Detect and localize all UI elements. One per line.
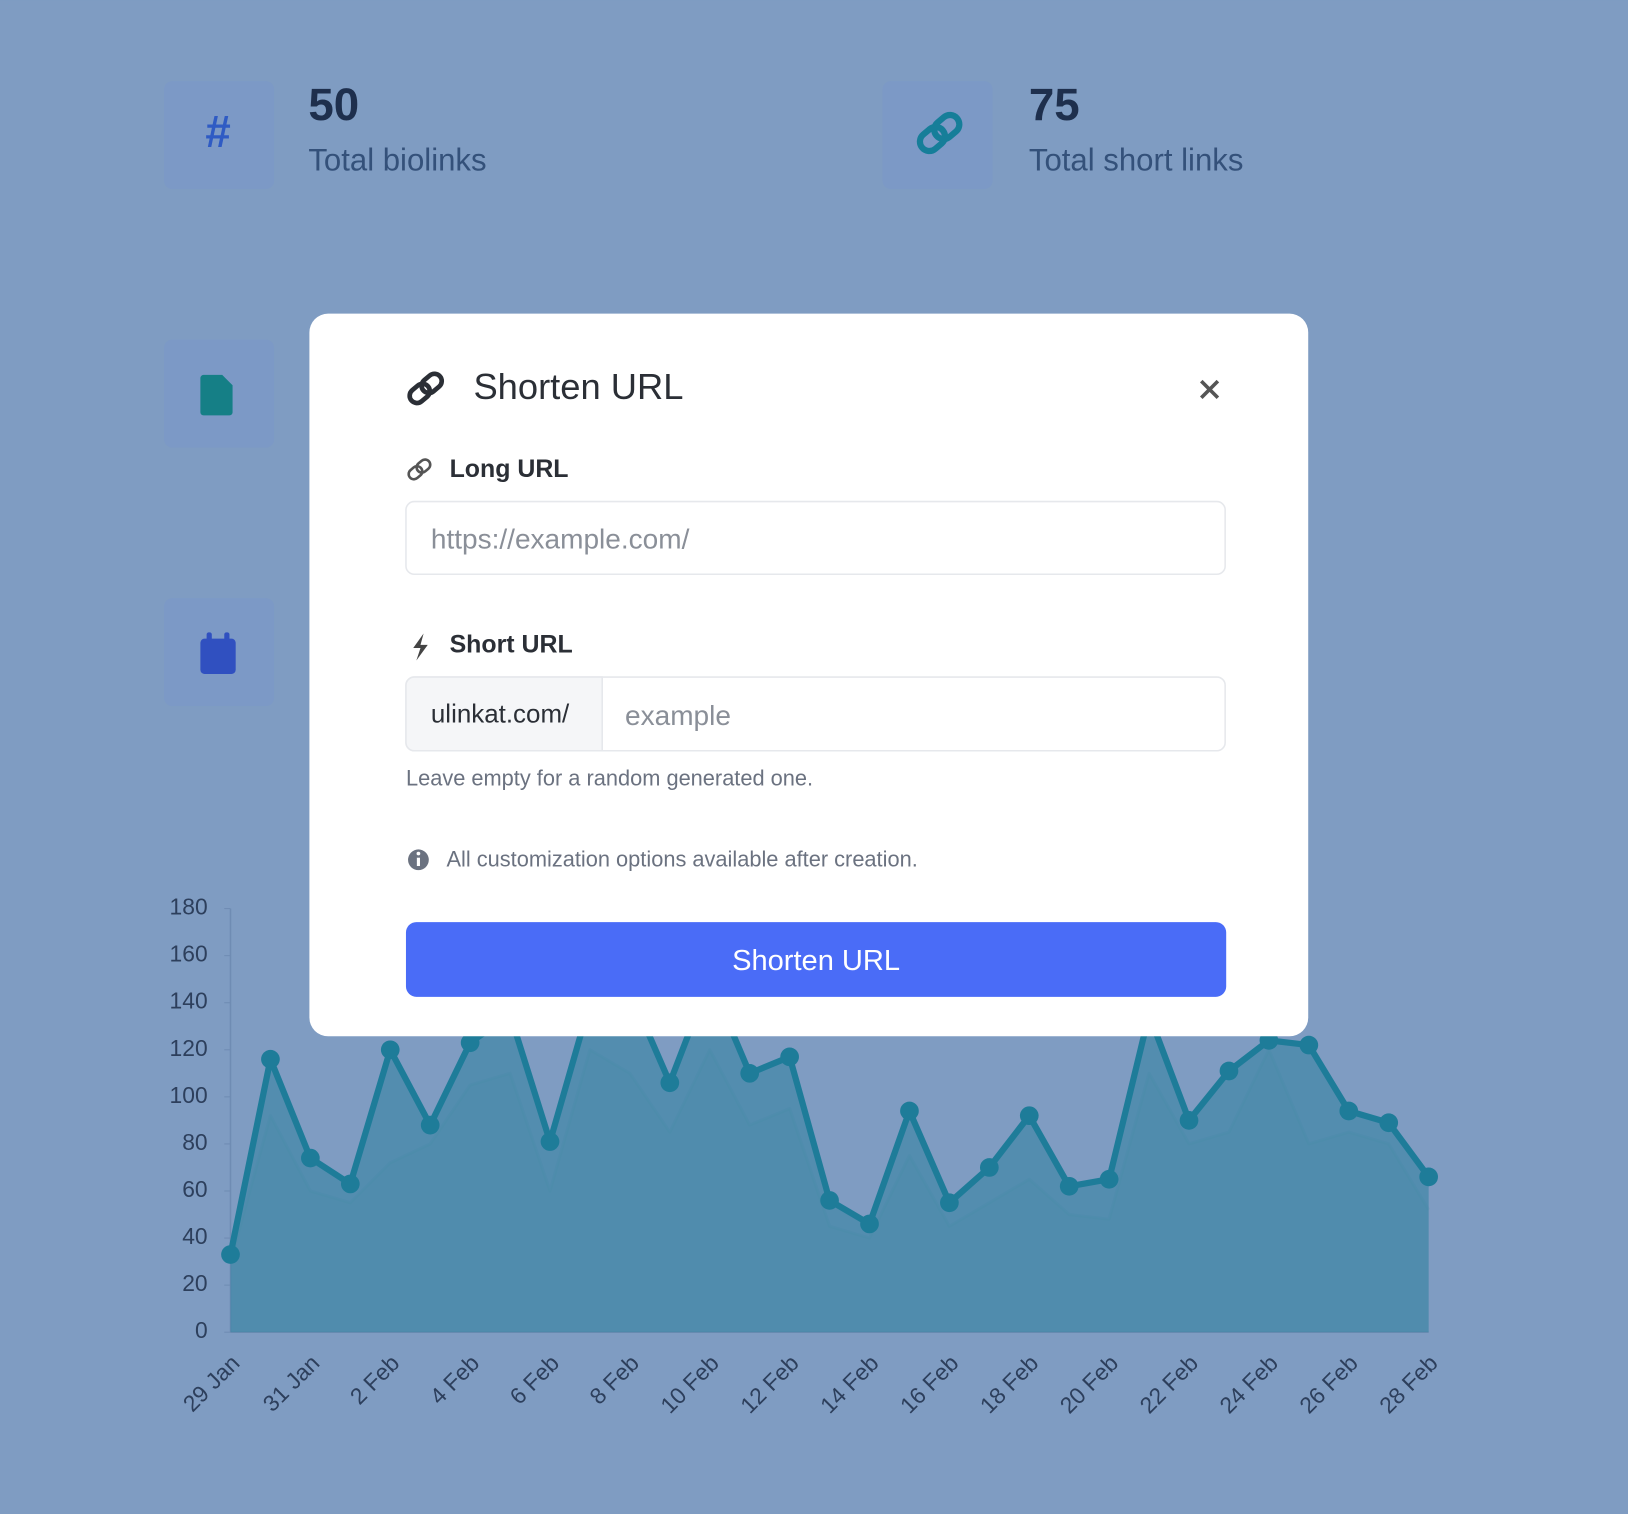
info-icon-bar [416, 857, 420, 867]
icon-box [164, 81, 275, 190]
long-url-input[interactable] [405, 500, 1226, 576]
point [660, 1073, 680, 1093]
y-tick-label: 120 [170, 1035, 208, 1061]
y-tick-label: 80 [182, 1129, 207, 1155]
modal-panel [309, 313, 1309, 1037]
modal: Shorten URL Long URL https://example.com… [309, 313, 1309, 1037]
button-label: Shorten URL [732, 945, 900, 977]
point [1339, 1101, 1359, 1121]
bolt-icon [413, 633, 428, 661]
point [740, 1063, 760, 1083]
modal-title: Shorten URL [473, 366, 683, 407]
stat-value: 50 [308, 79, 359, 130]
point [460, 1033, 480, 1053]
y-tick-label: 60 [182, 1176, 207, 1202]
point [1299, 1035, 1319, 1055]
point [979, 1158, 999, 1177]
point [1099, 1169, 1119, 1189]
input-prefix [405, 676, 603, 752]
point [1219, 1061, 1239, 1081]
help-text: Leave empty for a random generated one. [406, 766, 813, 791]
submit-button[interactable] [405, 922, 1227, 997]
y-tick-label: 160 [170, 941, 208, 967]
point [420, 1115, 440, 1135]
line [228, 1048, 1430, 1263]
stat-label: Total biolinks [308, 142, 486, 177]
info-icon-dot [416, 851, 421, 856]
stat-value: 75 [1029, 79, 1080, 130]
point [540, 1132, 560, 1151]
point [261, 1049, 280, 1069]
y-tick-label: 20 [182, 1270, 207, 1296]
point [1419, 1167, 1438, 1187]
info-text: All customization options available afte… [446, 847, 917, 872]
y-tick-label: 140 [170, 988, 208, 1014]
point [780, 1047, 799, 1067]
point [380, 1040, 400, 1060]
field-label: Short URL [450, 630, 573, 658]
point [900, 1101, 919, 1121]
point [860, 1214, 879, 1234]
y-tick-label: 180 [170, 894, 208, 920]
calendar-icon [200, 632, 236, 674]
point [820, 1191, 839, 1210]
area [230, 979, 1429, 1333]
point [221, 1245, 240, 1264]
link-icon [916, 111, 963, 155]
hash-icon: # [205, 106, 230, 157]
point [1179, 1111, 1199, 1130]
point [1379, 1113, 1399, 1133]
close-button[interactable] [1199, 379, 1220, 400]
link-icon [407, 371, 445, 406]
placeholder: example [625, 700, 731, 731]
placeholder: https://example.com/ [431, 523, 690, 554]
point [1019, 1106, 1039, 1126]
field-label: Long URL [450, 455, 569, 483]
stat-label: Total short links [1029, 142, 1243, 177]
point [301, 1148, 320, 1168]
y-tick-label: 100 [170, 1082, 208, 1108]
y-tick-label: 0 [195, 1317, 208, 1343]
point [940, 1193, 959, 1213]
area [230, 1049, 1429, 1333]
file-icon [200, 374, 233, 416]
link-icon [407, 458, 432, 481]
point [1059, 1176, 1079, 1196]
y-tick-label: 40 [182, 1223, 207, 1249]
prefix-text: ulinkat.com/ [431, 700, 570, 728]
point [340, 1174, 360, 1194]
